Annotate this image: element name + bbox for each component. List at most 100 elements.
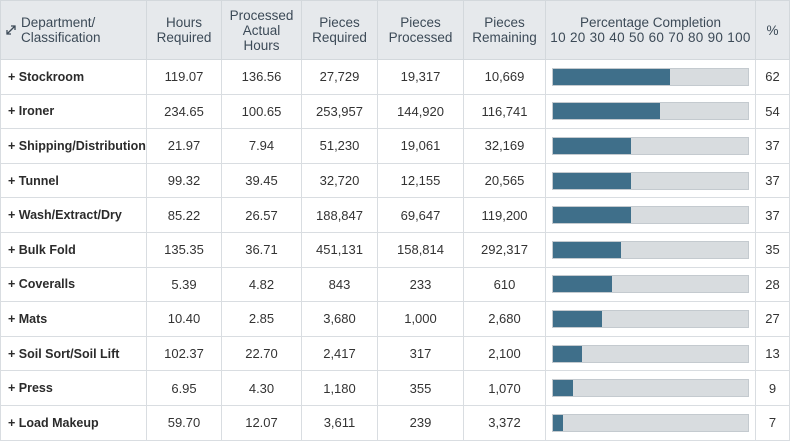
cell-pieces-required: 451,131: [301, 231, 378, 268]
cell-processed-hours: 12.07: [221, 404, 302, 441]
cell-pieces-required: 2,417: [301, 335, 378, 372]
department-expand-toggle[interactable]: + Load Makeup: [0, 404, 147, 441]
cell-hours-required: 99.32: [146, 162, 222, 199]
department-expand-toggle[interactable]: + Tunnel: [0, 162, 147, 199]
table-row[interactable]: + Load Makeup 59.70 12.07 3,611 239 3,372 7: [0, 404, 790, 441]
cell-pieces-required: 1,180: [301, 370, 378, 406]
cell-pieces-processed: 12,155: [377, 162, 464, 199]
cell-pieces-remaining: 3,372: [463, 404, 546, 441]
cell-pieces-required: 27,729: [301, 59, 378, 95]
table-row[interactable]: + Press 6.95 4.30 1,180 355 1,070 9: [0, 370, 790, 406]
header-processed-actual-hours[interactable]: Processed Actual Hours: [221, 0, 302, 60]
cell-pieces-remaining: 116,741: [463, 93, 546, 130]
department-expand-toggle[interactable]: + Ironer: [0, 93, 147, 130]
cell-processed-hours: 7.94: [221, 128, 302, 164]
completion-bar-track: [552, 275, 749, 294]
completion-bar-track: [552, 379, 749, 398]
table-row[interactable]: + Soil Sort/Soil Lift 102.37 22.70 2,417 317…: [0, 335, 790, 372]
table-body: + Stockroom 119.07 136.56 27,729 19,317 10,66…: [0, 59, 790, 441]
table-row[interactable]: + Stockroom 119.07 136.56 27,729 19,317 10,66…: [0, 59, 790, 95]
table-row[interactable]: + Shipping/Distribution 21.97 7.94 51,230 19…: [0, 128, 790, 164]
cell-pieces-required: 843: [301, 266, 378, 303]
table-row[interactable]: + Tunnel 99.32 39.45 32,720 12,155 20,565 37: [0, 162, 790, 199]
table-row[interactable]: + Bulk Fold 135.35 36.71 451,131 158,814 292,…: [0, 231, 790, 268]
cell-pieces-required: 188,847: [301, 197, 378, 233]
department-expand-toggle[interactable]: + Mats: [0, 301, 147, 337]
completion-bar-fill: [553, 345, 583, 362]
header-pieces-processed[interactable]: Pieces Processed: [377, 0, 464, 60]
header-percent[interactable]: %: [755, 0, 790, 60]
completion-bar-fill: [553, 207, 631, 224]
completion-bar-fill: [553, 137, 631, 154]
cell-hours-required: 135.35: [146, 231, 222, 268]
cell-hours-required: 10.40: [146, 301, 222, 337]
cell-processed-hours: 136.56: [221, 59, 302, 95]
department-expand-toggle[interactable]: + Bulk Fold: [0, 231, 147, 268]
department-expand-toggle[interactable]: + Press: [0, 370, 147, 406]
cell-pieces-remaining: 292,317: [463, 231, 546, 268]
completion-bar-cell: [545, 335, 756, 372]
percentage-completion-title: Percentage Completion: [579, 15, 722, 30]
cell-pieces-remaining: 610: [463, 266, 546, 303]
cell-pieces-processed: 19,061: [377, 128, 464, 164]
completion-bar-cell: [545, 301, 756, 337]
completion-bar-cell: [545, 197, 756, 233]
completion-bar-track: [552, 309, 749, 328]
completion-bar-fill: [553, 414, 563, 431]
completion-bar-cell: [545, 404, 756, 441]
table-header: Department/ Classification Hours Require…: [0, 0, 790, 60]
completion-bar-cell: [545, 266, 756, 303]
cell-percent: 37: [755, 162, 790, 199]
table-row[interactable]: + Mats 10.40 2.85 3,680 1,000 2,680 27: [0, 301, 790, 337]
cell-hours-required: 85.22: [146, 197, 222, 233]
cell-processed-hours: 39.45: [221, 162, 302, 199]
cell-hours-required: 119.07: [146, 59, 222, 95]
header-department-label: Department/ Classification: [21, 15, 101, 45]
cell-percent: 37: [755, 128, 790, 164]
completion-bar-fill: [553, 103, 661, 120]
cell-pieces-processed: 355: [377, 370, 464, 406]
cell-pieces-required: 32,720: [301, 162, 378, 199]
cell-percent: 9: [755, 370, 790, 406]
header-percentage-completion[interactable]: Percentage Completion 10 20 30 40 50 60 …: [545, 0, 756, 60]
completion-bar-fill: [553, 68, 670, 85]
cell-processed-hours: 4.82: [221, 266, 302, 303]
table-row[interactable]: + Coveralls 5.39 4.82 843 233 610 28: [0, 266, 790, 303]
cell-hours-required: 21.97: [146, 128, 222, 164]
department-expand-toggle[interactable]: + Stockroom: [0, 59, 147, 95]
cell-pieces-remaining: 20,565: [463, 162, 546, 199]
cell-percent: 27: [755, 301, 790, 337]
cell-pieces-required: 3,611: [301, 404, 378, 441]
completion-bar-track: [552, 344, 749, 363]
cell-pieces-remaining: 32,169: [463, 128, 546, 164]
cell-percent: 54: [755, 93, 790, 130]
header-department[interactable]: Department/ Classification: [0, 0, 147, 60]
completion-bar-track: [552, 67, 749, 86]
cell-pieces-processed: 19,317: [377, 59, 464, 95]
department-expand-toggle[interactable]: + Soil Sort/Soil Lift: [0, 335, 147, 372]
department-expand-toggle[interactable]: + Coveralls: [0, 266, 147, 303]
cell-percent: 62: [755, 59, 790, 95]
completion-bar-track: [552, 136, 749, 155]
cell-hours-required: 59.70: [146, 404, 222, 441]
cell-processed-hours: 36.71: [221, 231, 302, 268]
cell-pieces-remaining: 119,200: [463, 197, 546, 233]
table-row[interactable]: + Ironer 234.65 100.65 253,957 144,920 116,74…: [0, 93, 790, 130]
cell-processed-hours: 4.30: [221, 370, 302, 406]
completion-bar-fill: [553, 310, 602, 327]
header-hours-required[interactable]: Hours Required: [146, 0, 222, 60]
cell-pieces-remaining: 10,669: [463, 59, 546, 95]
cell-percent: 7: [755, 404, 790, 441]
header-pieces-required[interactable]: Pieces Required: [301, 0, 378, 60]
completion-bar-cell: [545, 162, 756, 199]
department-expand-toggle[interactable]: + Shipping/Distribution: [0, 128, 147, 164]
cell-pieces-remaining: 2,100: [463, 335, 546, 372]
completion-bar-cell: [545, 231, 756, 268]
table-row[interactable]: + Wash/Extract/Dry 85.22 26.57 188,847 69,64…: [0, 197, 790, 233]
completion-bar-track: [552, 171, 749, 190]
cell-pieces-remaining: 1,070: [463, 370, 546, 406]
expand-arrows-icon[interactable]: [5, 24, 17, 36]
department-expand-toggle[interactable]: + Wash/Extract/Dry: [0, 197, 147, 233]
cell-pieces-required: 253,957: [301, 93, 378, 130]
header-pieces-remaining[interactable]: Pieces Remaining: [463, 0, 546, 60]
